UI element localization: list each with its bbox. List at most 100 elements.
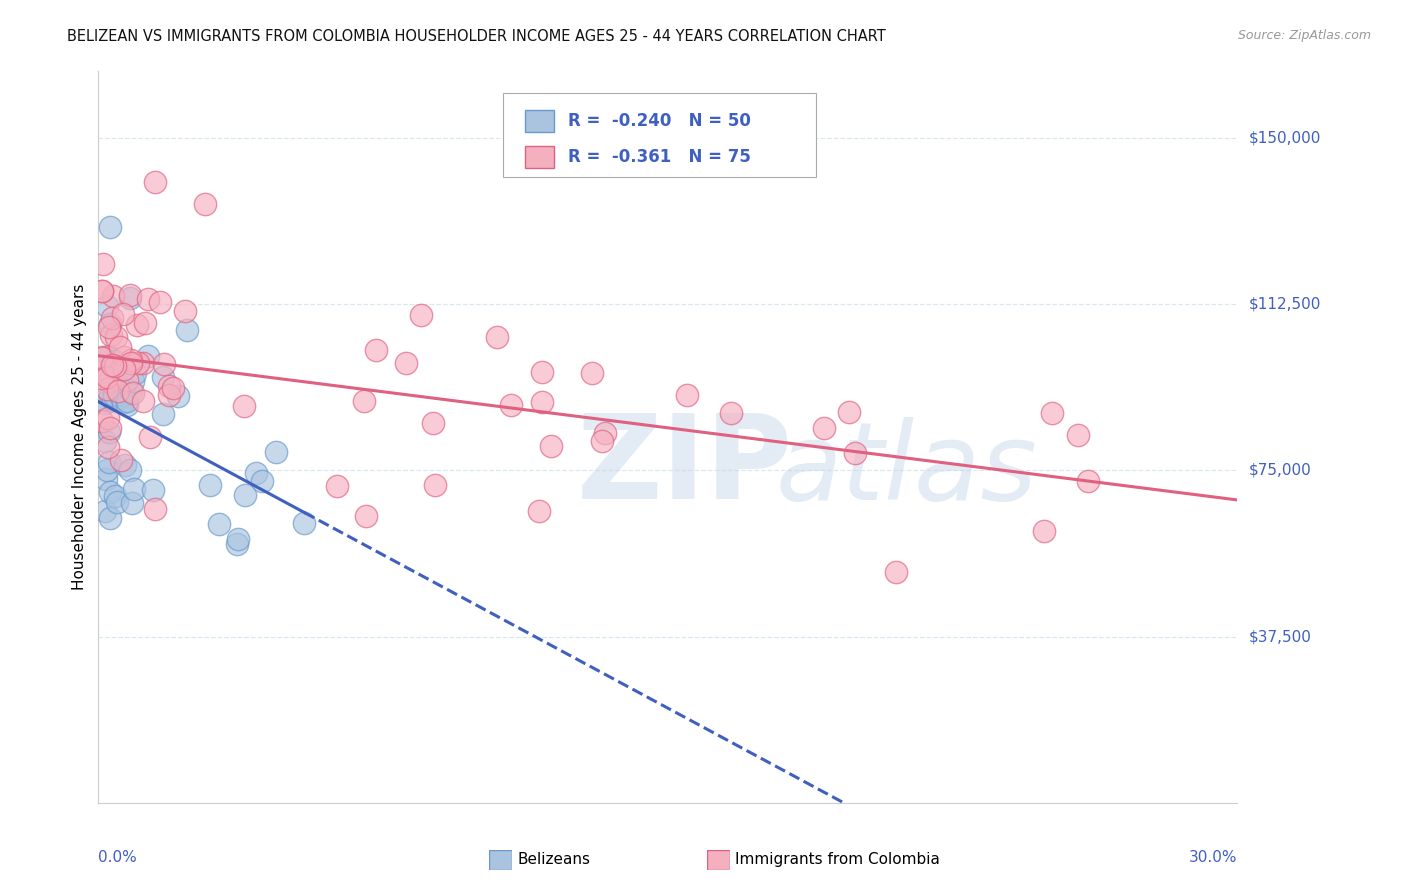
Point [245, 466, 267, 480]
Point [91, 351, 114, 366]
Point [100, 359, 122, 373]
Point [194, 197, 217, 211]
Point [103, 393, 125, 408]
Point [115, 394, 138, 409]
Point [132, 393, 155, 408]
Point [114, 458, 136, 472]
Point [131, 356, 153, 370]
Point [173, 304, 195, 318]
Point [115, 373, 138, 387]
Point [120, 463, 142, 477]
Point [98, 349, 121, 363]
Text: atlas: atlas [776, 417, 1038, 523]
Point [97, 410, 120, 425]
Point [134, 316, 156, 330]
Point [96, 370, 118, 384]
Point [115, 398, 138, 412]
Point [152, 407, 174, 421]
Point [354, 509, 377, 524]
Point [91, 284, 114, 298]
Point [93, 434, 115, 448]
Text: R =  -0.240   N = 50: R = -0.240 N = 50 [568, 112, 751, 129]
Point [91, 284, 114, 298]
Text: Immigrants from Colombia: Immigrants from Colombia [735, 853, 941, 867]
Point [838, 405, 860, 419]
Point [226, 537, 249, 551]
Point [101, 289, 124, 303]
Point [91, 371, 114, 385]
Point [499, 399, 522, 413]
Point [124, 366, 146, 380]
Point [1067, 428, 1090, 442]
Point [1077, 474, 1099, 488]
Text: $37,500: $37,500 [1249, 629, 1312, 644]
Point [157, 387, 180, 401]
Point [676, 388, 699, 402]
Bar [526, 145, 554, 168]
Point [98, 388, 121, 402]
Point [97, 455, 120, 469]
Point [104, 489, 127, 503]
Point [110, 390, 132, 404]
Text: $150,000: $150,000 [1249, 130, 1320, 145]
Point [200, 478, 222, 492]
Point [100, 327, 122, 342]
Point [112, 394, 135, 409]
Point [97, 320, 120, 334]
Point [91, 257, 114, 271]
Point [112, 307, 135, 321]
Point [529, 504, 551, 518]
Text: BELIZEAN VS IMMIGRANTS FROM COLOMBIA HOUSEHOLDER INCOME AGES 25 - 44 YEARS CORRE: BELIZEAN VS IMMIGRANTS FROM COLOMBIA HOU… [67, 29, 886, 45]
Point [96, 299, 118, 313]
Point [93, 393, 115, 408]
Text: 30.0%: 30.0% [1189, 850, 1237, 865]
Point [1033, 524, 1056, 538]
Point [294, 516, 316, 531]
Text: ZIP: ZIP [576, 409, 793, 524]
Point [118, 288, 141, 302]
Point [233, 487, 256, 501]
Point [145, 175, 167, 189]
Point [112, 388, 135, 402]
Point [103, 388, 125, 402]
Point [110, 453, 132, 467]
Point [423, 478, 446, 492]
Point [395, 356, 418, 370]
Point [884, 566, 907, 580]
Text: R =  -0.361   N = 75: R = -0.361 N = 75 [568, 148, 751, 166]
Point [121, 496, 143, 510]
Point [153, 357, 176, 371]
Point [112, 362, 135, 376]
Point [114, 351, 136, 365]
Text: Belizeans: Belizeans [517, 853, 591, 867]
Point [120, 384, 142, 399]
Point [136, 349, 159, 363]
Point [94, 472, 117, 486]
Point [142, 483, 165, 498]
Point [264, 445, 287, 459]
Point [105, 495, 128, 509]
Bar [526, 110, 554, 131]
Point [1040, 406, 1063, 420]
Point [98, 425, 121, 439]
Point [101, 310, 124, 325]
Point [720, 406, 742, 420]
Point [120, 292, 142, 306]
Y-axis label: Householder Income Ages 25 - 44 years: Householder Income Ages 25 - 44 years [72, 284, 87, 591]
FancyBboxPatch shape [503, 94, 815, 178]
Point [145, 502, 167, 516]
Point [844, 445, 866, 459]
Point [122, 483, 145, 497]
Point [103, 354, 125, 368]
Point [162, 381, 184, 395]
Point [139, 429, 162, 443]
Point [250, 474, 273, 488]
Point [98, 317, 121, 331]
Point [591, 434, 613, 449]
Point [94, 396, 117, 410]
Point [593, 425, 616, 440]
Point [530, 394, 553, 409]
Point [107, 384, 129, 399]
Point [120, 352, 142, 367]
Point [98, 374, 121, 388]
